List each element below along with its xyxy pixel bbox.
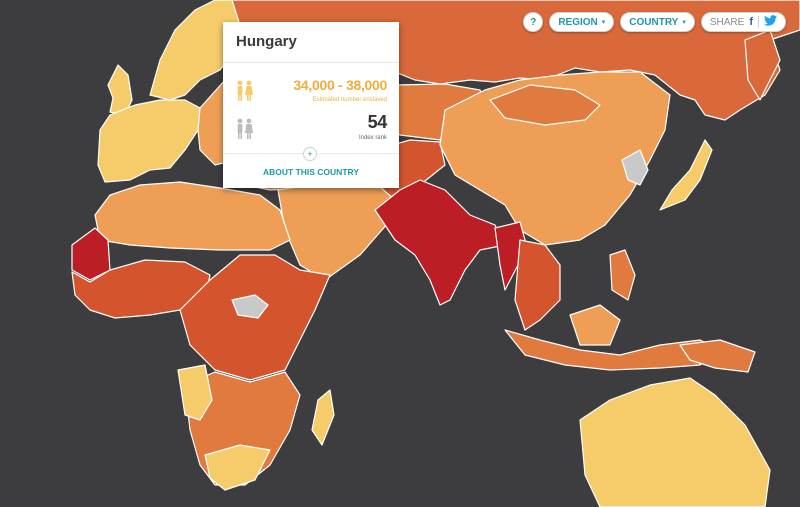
share-group: SHARE f <box>700 12 786 32</box>
region-dropdown[interactable]: REGION ▾ <box>549 12 615 32</box>
region-label: REGION <box>558 16 598 28</box>
help-label: ? <box>530 16 537 28</box>
region-southeast-asia[interactable] <box>514 239 561 331</box>
region-mongolia[interactable] <box>489 84 601 126</box>
country-label: COUNTRY <box>629 16 679 28</box>
region-papua[interactable] <box>679 339 756 373</box>
rank-value: 54 <box>367 112 388 132</box>
region-korea[interactable] <box>621 149 649 186</box>
help-button[interactable]: ? <box>523 12 544 32</box>
region-mauritania[interactable] <box>71 227 111 281</box>
region-australia[interactable] <box>579 377 771 507</box>
people-icon <box>235 80 255 107</box>
region-western-europe[interactable] <box>97 99 201 183</box>
region-madagascar[interactable] <box>311 389 335 446</box>
region-south-africa[interactable] <box>204 444 271 491</box>
popup-title: Hungary <box>223 22 399 63</box>
region-borneo[interactable] <box>569 304 621 346</box>
region-south-sudan[interactable] <box>231 294 269 319</box>
region-india[interactable] <box>374 179 506 306</box>
chevron-down-icon: ▾ <box>682 19 686 26</box>
region-angola[interactable] <box>177 364 213 421</box>
region-middle-east[interactable] <box>277 179 401 281</box>
rank-label: Index rank <box>358 135 387 141</box>
about-country-link[interactable]: ABOUT THIS COUNTRY <box>262 167 359 177</box>
enslaved-stat: 34,000 - 38,000 Estimated number enslave… <box>223 73 399 107</box>
rank-stat: 54 Index rank <box>223 111 399 145</box>
region-china[interactable] <box>439 71 671 246</box>
share-divider <box>758 16 759 28</box>
map-controls: ? REGION ▾ COUNTRY ▾ SHARE f <box>523 12 786 32</box>
country-dropdown[interactable]: COUNTRY ▾ <box>620 12 695 32</box>
enslaved-value: 34,000 - 38,000 <box>293 77 387 93</box>
plus-icon[interactable]: + <box>303 147 317 161</box>
chevron-down-icon: ▾ <box>601 19 606 26</box>
facebook-icon[interactable]: f <box>749 16 753 28</box>
region-philippines[interactable] <box>609 249 636 301</box>
region-north-africa[interactable] <box>94 181 291 251</box>
region-japan[interactable] <box>659 139 713 211</box>
people-icon <box>235 118 255 145</box>
share-label: SHARE <box>709 16 745 28</box>
twitter-icon[interactable] <box>764 15 777 29</box>
country-popup: Hungary 34,000 - 38,000 Estimated number… <box>223 22 399 188</box>
enslaved-label: Estimated number enslaved <box>312 97 387 103</box>
